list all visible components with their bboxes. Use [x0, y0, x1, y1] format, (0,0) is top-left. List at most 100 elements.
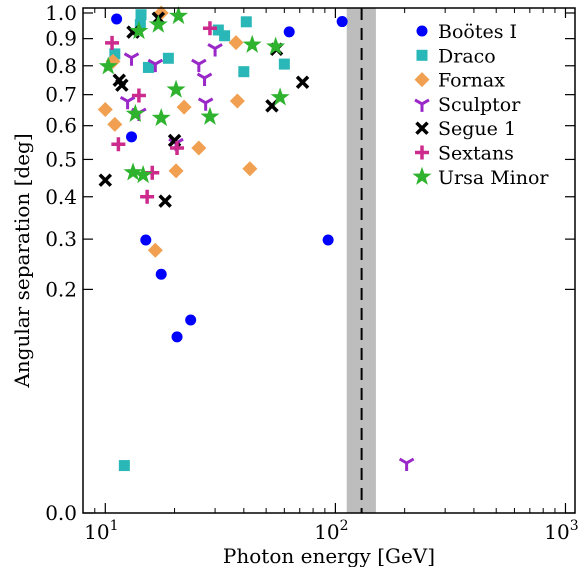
x-tick-label: 102	[314, 518, 348, 544]
diamond-marker	[228, 35, 244, 51]
data-point	[283, 26, 295, 38]
data-point	[134, 19, 146, 31]
circle-marker	[140, 234, 152, 246]
data-point	[107, 116, 123, 132]
tri-down-marker	[123, 52, 140, 66]
star-marker	[129, 21, 149, 40]
star-marker	[242, 34, 262, 53]
tri-down-marker	[196, 72, 213, 86]
circle-marker	[322, 234, 334, 246]
data-point	[176, 99, 192, 115]
plot-frame	[82, 7, 576, 514]
y-tick-label: 0.7	[45, 83, 77, 107]
data-point	[191, 140, 207, 156]
plus-marker	[111, 137, 126, 152]
diamond-marker	[191, 140, 207, 156]
data-point	[147, 58, 164, 73]
star-marker	[123, 162, 143, 181]
series-sextans	[105, 21, 217, 204]
diamond-marker	[97, 102, 113, 118]
data-point	[168, 5, 188, 25]
data-point	[196, 72, 213, 86]
square-marker	[278, 58, 290, 70]
data-point	[416, 25, 428, 37]
data-point	[212, 24, 224, 36]
data-point	[398, 457, 415, 471]
data-point	[270, 87, 290, 106]
star-marker	[266, 36, 286, 55]
x-tick-label: 101	[84, 518, 118, 544]
data-point	[155, 268, 167, 280]
y-tick-label: 0.6	[45, 114, 77, 138]
data-point	[166, 79, 186, 98]
tick-label-layer: 101 102 103 0.0 0.2 0.3 0.4 0.5 0.6 0.7 0.8 0.91.0	[45, 1, 578, 544]
data-points-layer	[97, 5, 415, 472]
square-marker	[142, 61, 154, 73]
diamond-marker	[107, 116, 123, 132]
star-marker	[151, 108, 171, 127]
data-point	[158, 194, 172, 208]
series-bo-tes-i	[111, 13, 348, 343]
tri-down-marker	[119, 95, 136, 110]
y-tick-label: 0.8	[45, 54, 77, 78]
x-marker	[98, 173, 113, 187]
square-marker	[109, 48, 121, 60]
legend-entry-label: Segue 1	[438, 118, 516, 140]
circle-marker	[155, 268, 167, 280]
data-point	[131, 88, 146, 103]
star-marker	[125, 103, 145, 123]
data-point	[151, 108, 171, 127]
data-point	[414, 98, 430, 112]
square-marker	[135, 9, 147, 21]
data-point	[266, 36, 286, 55]
y-tick-label: 0.0	[45, 501, 77, 525]
series-draco	[109, 9, 290, 472]
data-point	[295, 75, 310, 90]
x-marker	[415, 121, 429, 135]
circle-marker	[111, 13, 123, 25]
data-point	[207, 43, 223, 57]
circle-marker	[126, 131, 138, 143]
circle-marker	[416, 25, 428, 37]
y-tick-label: 0.5	[45, 147, 77, 171]
data-point	[278, 58, 290, 70]
data-point	[123, 52, 140, 66]
data-point	[242, 161, 258, 177]
data-point	[415, 145, 429, 160]
square-marker	[134, 19, 146, 31]
plus-marker	[170, 140, 185, 155]
diamond-marker	[168, 163, 184, 179]
star-marker	[166, 79, 186, 98]
data-point	[242, 34, 262, 53]
tri-down-marker	[147, 58, 164, 73]
series-fornax	[97, 5, 258, 258]
data-point	[135, 9, 147, 21]
star-marker	[412, 166, 432, 185]
star-marker	[168, 5, 188, 25]
star-marker	[98, 56, 118, 75]
legend-entry-label: Fornax	[438, 70, 505, 92]
star-marker	[133, 164, 153, 184]
circle-marker	[171, 331, 183, 343]
data-point	[98, 173, 113, 187]
data-point	[228, 35, 244, 51]
x-marker	[115, 78, 129, 92]
data-point	[322, 234, 334, 246]
data-point	[238, 66, 250, 78]
star-marker	[148, 14, 168, 33]
diamond-marker	[176, 99, 192, 115]
data-point	[126, 131, 138, 143]
plus-marker	[131, 88, 146, 103]
tri-down-marker	[207, 43, 223, 57]
data-point	[168, 163, 184, 179]
data-point	[185, 314, 197, 326]
y-tick-label: 1.0	[45, 1, 77, 25]
data-point	[202, 21, 217, 36]
data-point	[109, 48, 121, 60]
data-point	[415, 121, 429, 135]
data-point	[119, 95, 136, 110]
square-marker	[238, 66, 250, 78]
data-point	[200, 106, 220, 125]
data-point	[115, 78, 129, 92]
